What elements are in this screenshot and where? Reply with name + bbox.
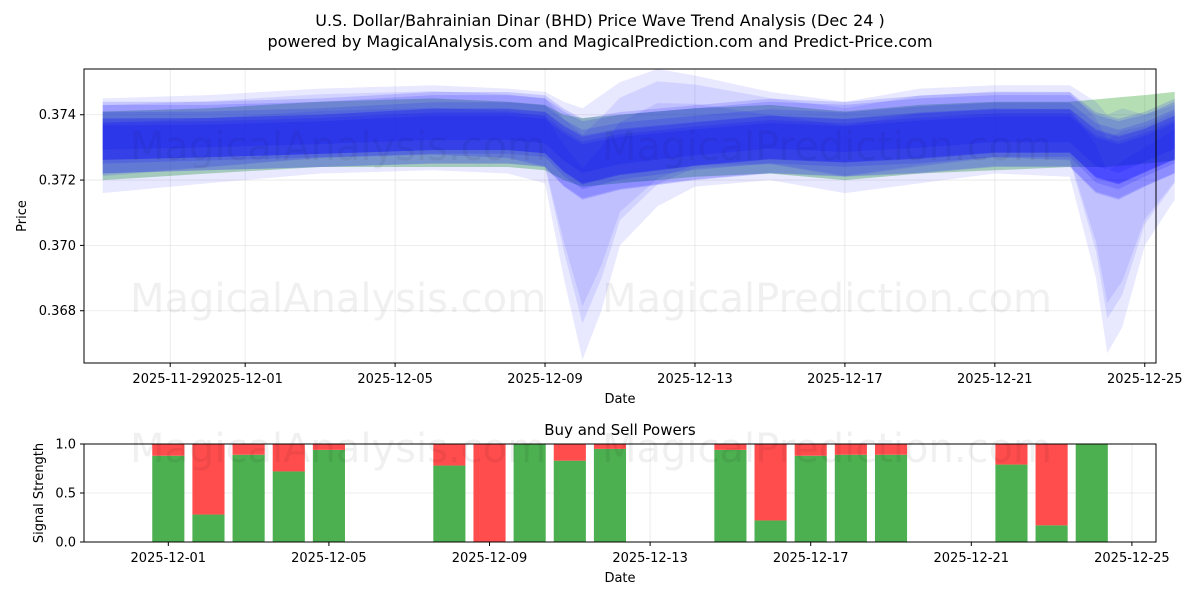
sell-power-bar — [192, 444, 225, 515]
buy-power-bar — [754, 520, 787, 542]
price-x-tick-label: 2025-12-17 — [807, 372, 883, 387]
signal-y-ticks: 0.0 0.5 1.0 — [55, 438, 84, 551]
watermark-analysis-bottom: MagicalAnalysis.com — [130, 426, 546, 472]
sell-power-bar — [874, 444, 908, 455]
price-y-tick-label: 0.370 — [39, 239, 76, 254]
buy-power-bar — [152, 455, 185, 542]
signal-x-axis-label: Date — [604, 571, 635, 586]
price-bands — [102, 69, 1175, 360]
sell-power-bar — [593, 444, 627, 449]
signal-y-tick-label: 1.0 — [55, 438, 76, 453]
wave-extreme-band — [102, 81, 1175, 324]
watermark-analysis-upper: MagicalAnalysis.com — [130, 124, 546, 170]
wave-trend-band — [102, 108, 1175, 199]
watermark-analysis-lower: MagicalAnalysis.com — [130, 276, 546, 322]
buy-power-bar — [1075, 444, 1108, 542]
wave-trend-band — [102, 92, 1175, 190]
sell-power-bar — [834, 444, 867, 455]
wave-trend-band — [102, 102, 1175, 185]
buy-power-bar — [995, 464, 1028, 542]
signal-y-tick-label: 0.5 — [55, 487, 76, 502]
sell-power-bar — [433, 444, 466, 466]
price-x-tick-label: 2025-12-25 — [1107, 372, 1183, 387]
sell-power-bar — [272, 444, 305, 472]
price-y-tick-label: 0.374 — [39, 108, 76, 123]
price-plot-frame — [83, 68, 1157, 364]
signal-x-ticks: 2025-12-01 2025-12-05 2025-12-09 2025-12-13… — [131, 542, 1170, 566]
chart-subtitle: powered by MagicalAnalysis.com and Magic… — [267, 32, 932, 51]
signal-x-tick-label: 2025-12-01 — [131, 551, 207, 566]
price-x-tick-label: 2025-12-21 — [957, 372, 1033, 387]
sell-power-bar — [995, 444, 1028, 465]
buy-power-bar — [714, 449, 747, 542]
sell-power-bar — [232, 444, 265, 455]
price-x-ticks: 2025-11-29 2025-12-01 2025-12-05 2025-12-09… — [132, 363, 1183, 387]
signal-x-tick-label: 2025-12-05 — [291, 551, 367, 566]
price-x-tick-label: 2025-11-29 — [132, 372, 208, 387]
price-watermarks: MagicalAnalysis.com MagicalPrediction.co… — [130, 124, 1052, 322]
sell-power-bar — [553, 444, 586, 461]
buy-power-bar — [834, 454, 867, 542]
signal-x-tick-label: 2025-12-17 — [773, 551, 849, 566]
sell-power-bar — [794, 444, 827, 456]
buy-sell-chart: Buy and Sell Powers MagicalAnalysis.com … — [32, 421, 1170, 586]
wave-trend-band — [102, 115, 1175, 184]
wave-extreme-band — [102, 69, 1175, 360]
wave-extreme-band — [102, 103, 1175, 307]
price-x-axis-label: Date — [604, 392, 635, 407]
price-x-tick-label: 2025-12-13 — [657, 372, 733, 387]
sell-power-bar — [473, 444, 506, 542]
price-x-tick-label: 2025-12-09 — [507, 372, 583, 387]
chart-title: U.S. Dollar/Bahrainian Dinar (BHD) Price… — [315, 11, 885, 30]
buy-power-bar — [593, 448, 627, 542]
price-y-tick-label: 0.372 — [39, 174, 76, 189]
sell-power-bar — [152, 444, 185, 456]
buy-power-bar — [312, 449, 345, 542]
sell-power-bar — [714, 444, 747, 450]
buy-power-bar — [1035, 525, 1068, 542]
price-x-tick-label: 2025-12-05 — [357, 372, 433, 387]
signal-x-tick-label: 2025-12-09 — [452, 551, 528, 566]
buy-sell-title: Buy and Sell Powers — [544, 421, 696, 439]
signal-x-tick-label: 2025-12-21 — [934, 551, 1010, 566]
signal-y-axis-label: Signal Strength — [32, 443, 47, 543]
sell-power-bar — [754, 444, 787, 521]
signal-x-tick-label: 2025-12-13 — [612, 551, 688, 566]
actual-price-band — [102, 91, 1175, 187]
wave-trend-band — [102, 95, 1175, 200]
price-x-tick-label: 2025-12-01 — [207, 372, 283, 387]
buy-power-bar — [232, 454, 265, 542]
buy-power-bar — [192, 514, 225, 542]
watermark-prediction-bottom: MagicalPrediction.com — [602, 426, 1052, 472]
watermark-prediction-lower: MagicalPrediction.com — [602, 276, 1052, 322]
price-y-tick-label: 0.368 — [39, 304, 76, 319]
buy-power-bar — [874, 454, 908, 542]
price-y-axis-label: Price — [15, 200, 30, 232]
buy-power-bar — [433, 465, 466, 542]
sell-power-bar — [312, 444, 345, 450]
price-y-ticks: 0.368 0.370 0.372 0.374 — [39, 108, 84, 319]
signal-watermarks: MagicalAnalysis.com MagicalPrediction.co… — [130, 426, 1052, 472]
wave-trend-band — [102, 108, 1175, 184]
buy-power-bar — [553, 460, 586, 542]
signal-bars — [152, 444, 1108, 542]
buy-power-bar — [513, 444, 546, 542]
wave-trend-band — [102, 112, 1175, 173]
buy-power-bar — [272, 471, 305, 542]
sell-power-bar — [1035, 444, 1068, 526]
signal-y-tick-label: 0.0 — [55, 536, 76, 551]
watermark-prediction-upper: MagicalPrediction.com — [602, 124, 1052, 170]
price-grid — [84, 69, 1156, 363]
signal-x-tick-label: 2025-12-25 — [1094, 551, 1170, 566]
price-wave-chart: MagicalAnalysis.com MagicalPrediction.co… — [15, 68, 1183, 407]
buy-power-bar — [794, 455, 827, 542]
